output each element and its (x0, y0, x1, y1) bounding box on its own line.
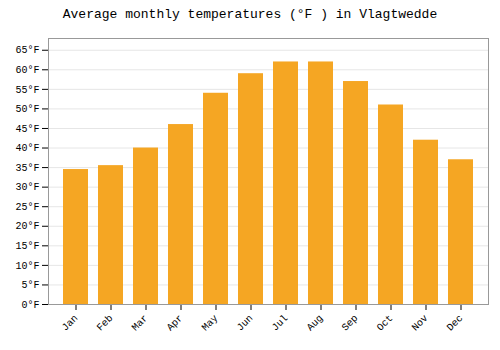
svg-text:Apr: Apr (165, 313, 186, 334)
svg-text:40°F: 40°F (15, 143, 39, 154)
svg-text:Jan: Jan (60, 313, 81, 334)
svg-text:Aug: Aug (305, 313, 326, 334)
svg-text:60°F: 60°F (15, 65, 39, 76)
svg-text:55°F: 55°F (15, 85, 39, 96)
svg-text:Mar: Mar (130, 313, 151, 334)
svg-text:May: May (200, 313, 221, 334)
svg-text:10°F: 10°F (15, 261, 39, 272)
svg-text:Sep: Sep (340, 313, 361, 334)
svg-text:Nov: Nov (410, 313, 431, 334)
html-text:Average monthly temperatures (: Average monthly temperatures (°F ) in Vl… (62, 7, 438, 22)
svg-text:Dec: Dec (445, 313, 466, 334)
svg-text:45°F: 45°F (15, 124, 39, 135)
svg-text:0°F: 0°F (21, 300, 39, 311)
svg-text:50°F: 50°F (15, 104, 39, 115)
svg-text:15°F: 15°F (15, 241, 39, 252)
svg-text:Jul: Jul (270, 313, 291, 334)
svg-text:30°F: 30°F (15, 182, 39, 193)
svg-text:Feb: Feb (95, 313, 116, 334)
svg-text:25°F: 25°F (15, 202, 39, 213)
svg-text:20°F: 20°F (15, 221, 39, 232)
svg-text:Jun: Jun (235, 313, 256, 334)
svg-text:35°F: 35°F (15, 163, 39, 174)
svg-text:Oct: Oct (375, 313, 396, 334)
svg-text:65°F: 65°F (15, 45, 39, 56)
svg-text:5°F: 5°F (21, 280, 39, 291)
